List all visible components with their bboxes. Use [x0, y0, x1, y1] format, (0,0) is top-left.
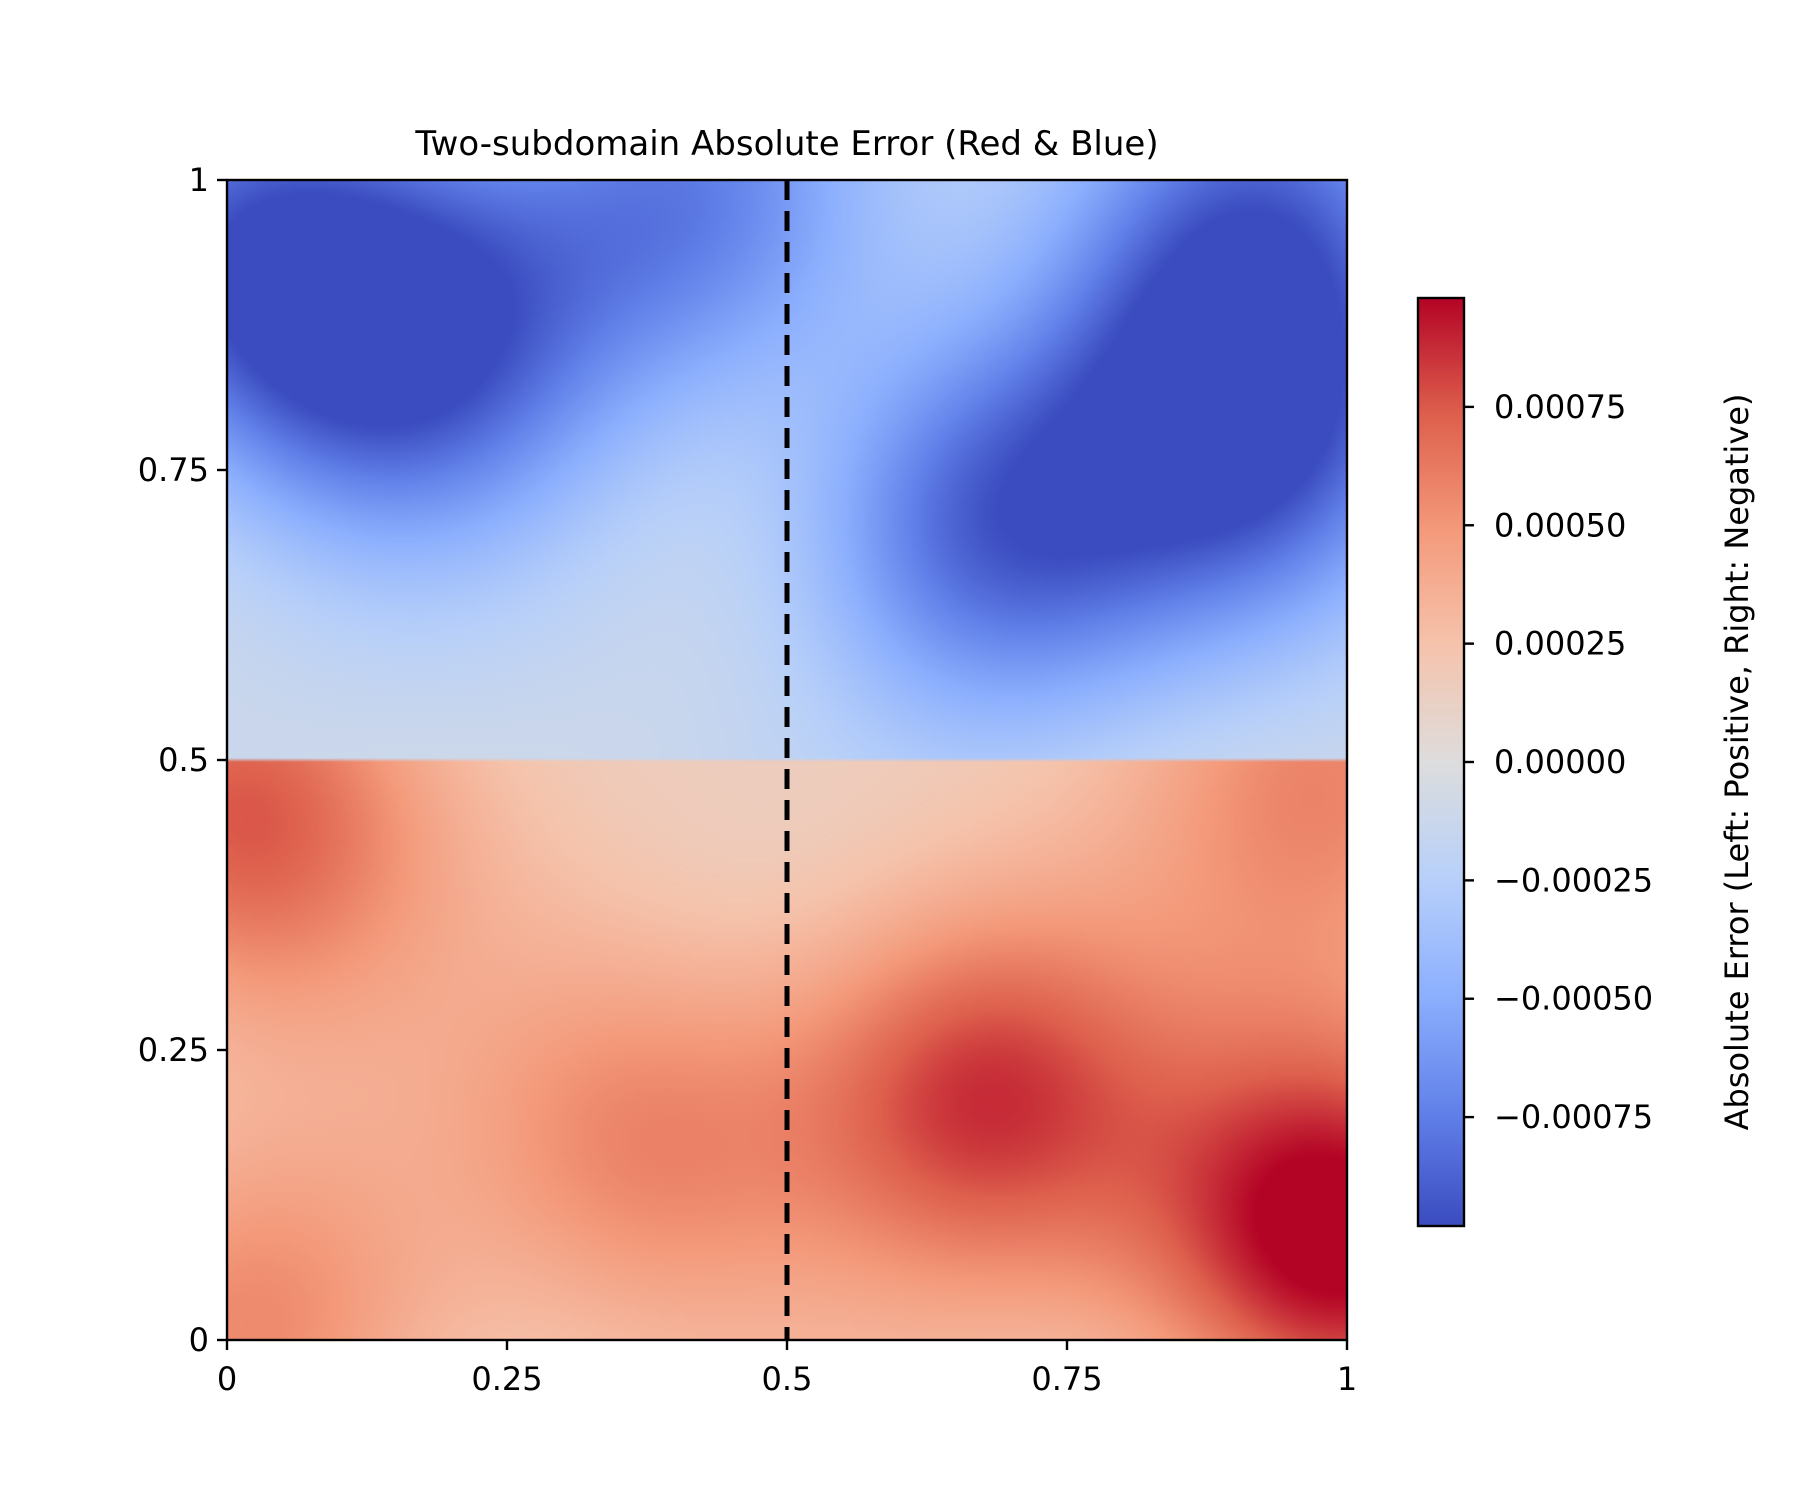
- colorbar-border: [1416, 296, 1466, 1228]
- x-tick-label: 0.25: [471, 1360, 542, 1398]
- colorbar-tick-label: 0.00075: [1494, 388, 1626, 426]
- colorbar-gradient: [1418, 298, 1464, 1226]
- y-tick-label: 1: [189, 161, 209, 199]
- x-tick-label: 0.75: [1031, 1360, 1102, 1398]
- colorbar: 0.00075 0.00050 0.00025 0.00000 −0.00025 −0.0…: [1416, 296, 1756, 1228]
- x-tick-label: 0.5: [762, 1360, 813, 1398]
- colorbar-tick-label: 0.00025: [1494, 625, 1626, 663]
- y-axis: 0 0.25 0.5 0.75 1: [138, 161, 227, 1359]
- x-axis: 0 0.25 0.5 0.75 1: [217, 1340, 1357, 1398]
- colorbar-label: Absolute Error (Left: Positive, Right: N…: [1718, 394, 1756, 1131]
- y-tick-label: 0: [189, 1321, 209, 1359]
- plot-area: [225, 178, 1349, 1342]
- x-tick-label: 0: [217, 1360, 237, 1398]
- colorbar-tick-label: −0.00075: [1494, 1098, 1653, 1136]
- y-tick-label: 0.75: [138, 451, 209, 489]
- x-tick-label: 1: [1337, 1360, 1357, 1398]
- y-tick-label: 0.5: [158, 741, 209, 779]
- colorbar-ticks: 0.00075 0.00050 0.00025 0.00000 −0.00025 −0.0…: [1464, 388, 1653, 1136]
- colorbar-tick-label: −0.00025: [1494, 861, 1653, 899]
- y-tick-label: 0.25: [138, 1031, 209, 1069]
- colorbar-tick-label: −0.00050: [1494, 980, 1653, 1018]
- colorbar-tick-label: 0.00050: [1494, 506, 1626, 544]
- colorbar-tick-label: 0.00000: [1494, 743, 1626, 781]
- chart-title: Two-subdomain Absolute Error (Red & Blue…: [414, 124, 1158, 164]
